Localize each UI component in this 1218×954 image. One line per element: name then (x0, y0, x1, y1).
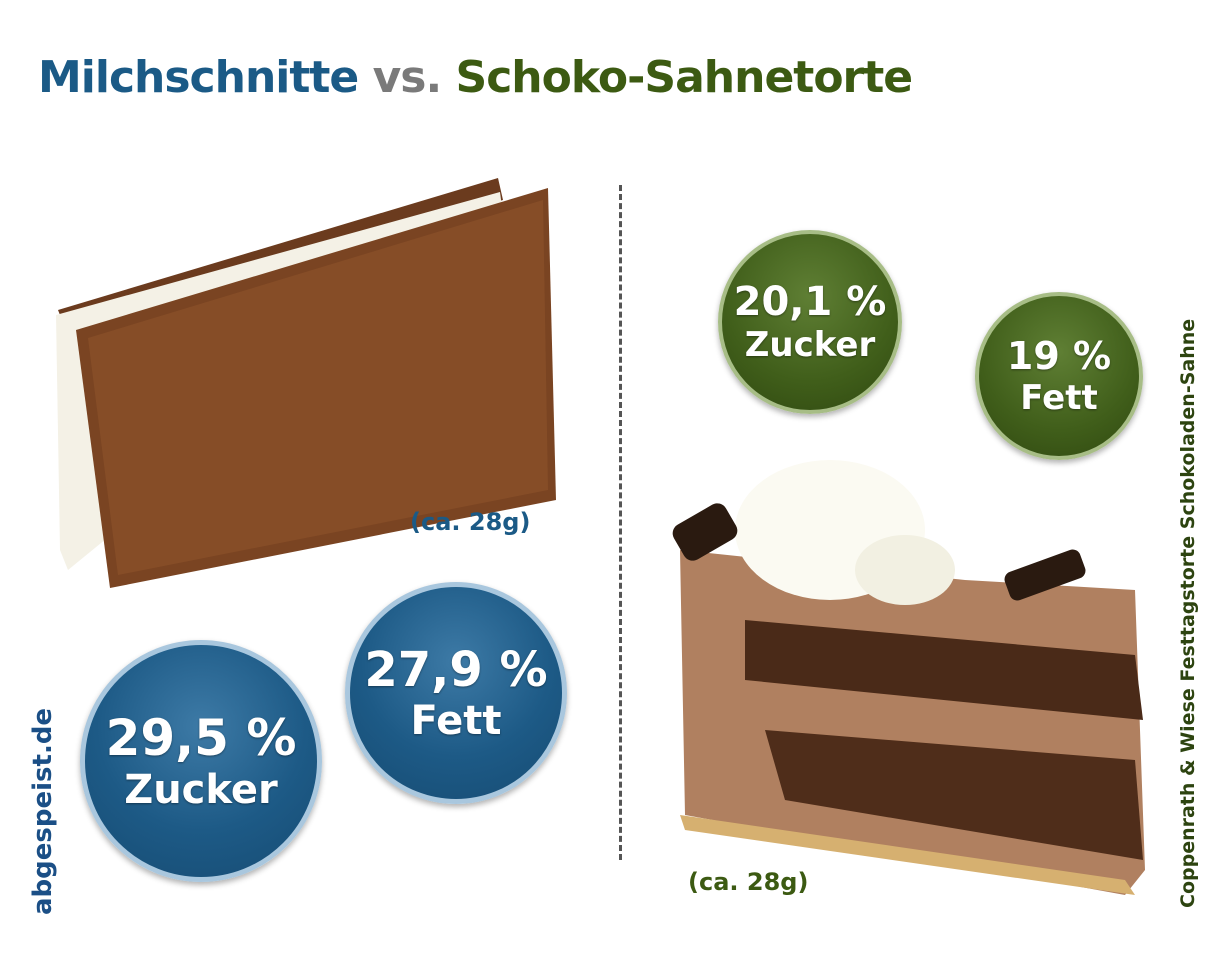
divider-line (619, 185, 622, 860)
milchschnitte-sugar-badge: 29,5 % Zucker (80, 640, 322, 882)
page-title: Milchschnitte vs. Schoko-Sahnetorte (38, 52, 914, 103)
fat-label: Fett (1020, 378, 1098, 418)
torte-fat-badge: 19 % Fett (975, 292, 1143, 460)
schoko-sahnetorte-image (672, 460, 1145, 895)
sugar-label: Zucker (124, 767, 278, 813)
fat-value: 27,9 % (364, 642, 548, 698)
torte-sugar-badge: 20,1 % Zucker (718, 230, 902, 414)
title-schoko-sahnetorte: Schoko-Sahnetorte (455, 52, 914, 103)
sugar-value: 20,1 % (733, 279, 887, 325)
title-milchschnitte: Milchschnitte (38, 52, 359, 103)
left-weight: (ca. 28g) (410, 508, 531, 536)
milchschnitte-fat-badge: 27,9 % Fett (345, 582, 567, 804)
right-weight: (ca. 28g) (688, 868, 809, 896)
milchschnitte-image (56, 178, 556, 588)
source-site: abgespeist.de (28, 707, 58, 915)
sugar-value: 29,5 % (105, 709, 297, 767)
title-vs: vs. (372, 52, 443, 103)
fat-value: 19 % (1006, 334, 1112, 378)
product-credit: Coppenrath & Wiese Festtagstorte Schokol… (1177, 318, 1199, 908)
sugar-label: Zucker (744, 325, 876, 365)
fat-label: Fett (410, 698, 502, 744)
